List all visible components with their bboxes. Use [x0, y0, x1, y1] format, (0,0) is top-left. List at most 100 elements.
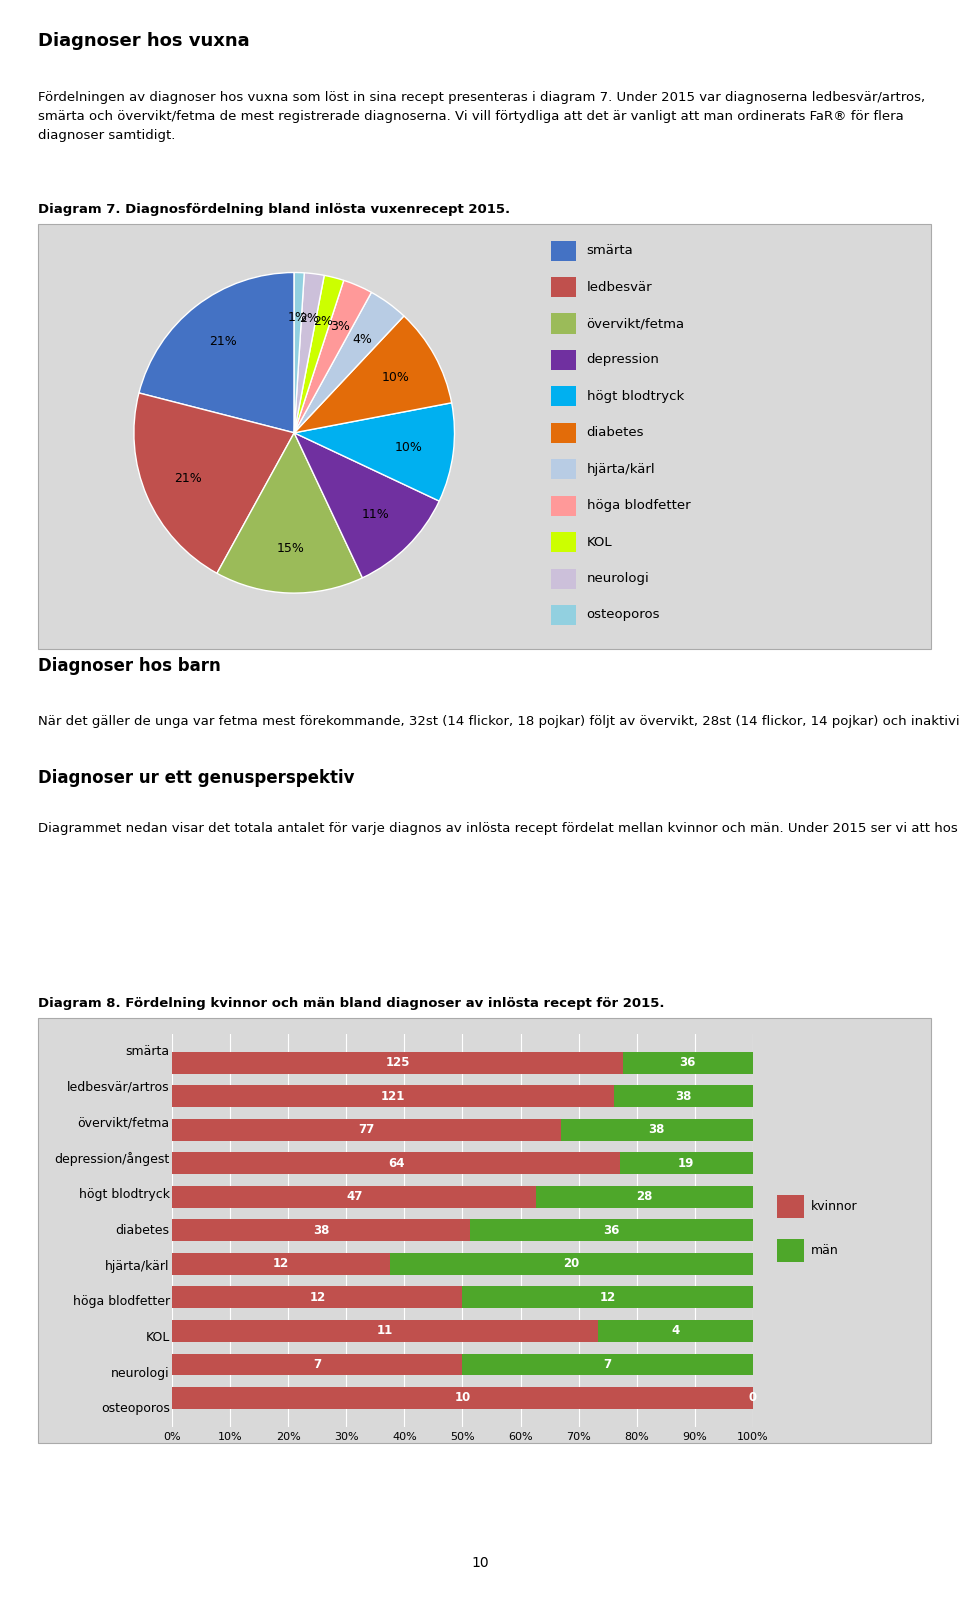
- Bar: [623, 1052, 753, 1074]
- Wedge shape: [294, 316, 451, 433]
- Text: övervikt/fetma: övervikt/fetma: [78, 1117, 170, 1130]
- Text: 7: 7: [313, 1358, 322, 1371]
- Text: 11%: 11%: [362, 508, 390, 521]
- Wedge shape: [139, 273, 294, 433]
- Text: 10: 10: [454, 1391, 470, 1404]
- Bar: [173, 1085, 614, 1108]
- Wedge shape: [294, 276, 344, 433]
- Text: 20: 20: [564, 1257, 580, 1270]
- Text: övervikt/fetma: övervikt/fetma: [587, 317, 684, 330]
- Text: 10%: 10%: [381, 370, 409, 383]
- Bar: [463, 1287, 753, 1308]
- Text: 38: 38: [649, 1124, 665, 1137]
- Text: neurologi: neurologi: [587, 572, 649, 585]
- Bar: [173, 1254, 390, 1274]
- Bar: [551, 458, 576, 479]
- Text: osteoporos: osteoporos: [101, 1403, 170, 1415]
- Bar: [778, 1194, 804, 1218]
- Text: depression: depression: [587, 353, 660, 367]
- Text: 19: 19: [678, 1157, 694, 1170]
- Text: smärta: smärta: [587, 244, 634, 256]
- Bar: [463, 1353, 753, 1375]
- Text: ledbesvär/artros: ledbesvär/artros: [67, 1080, 170, 1093]
- Text: 4: 4: [671, 1324, 680, 1337]
- Text: män: män: [810, 1244, 838, 1257]
- Text: neurologi: neurologi: [111, 1367, 170, 1380]
- Text: högt blodtryck: högt blodtryck: [79, 1188, 170, 1201]
- Bar: [551, 423, 576, 442]
- Text: 38: 38: [313, 1223, 329, 1238]
- Text: 38: 38: [675, 1090, 691, 1103]
- Text: smärta: smärta: [126, 1045, 170, 1058]
- Bar: [551, 386, 576, 407]
- Text: 4%: 4%: [352, 333, 372, 346]
- Bar: [551, 604, 576, 625]
- Text: 21%: 21%: [209, 335, 237, 348]
- Bar: [173, 1319, 598, 1342]
- Wedge shape: [294, 292, 404, 433]
- Text: 36: 36: [680, 1056, 696, 1069]
- Text: Diagnoser hos vuxna: Diagnoser hos vuxna: [38, 32, 250, 50]
- Text: 36: 36: [603, 1223, 619, 1238]
- Text: KOL: KOL: [145, 1330, 170, 1343]
- Bar: [173, 1186, 536, 1207]
- Bar: [620, 1153, 753, 1173]
- Text: 21%: 21%: [175, 473, 203, 486]
- Bar: [551, 532, 576, 551]
- Bar: [551, 349, 576, 370]
- Wedge shape: [294, 433, 440, 577]
- Text: diabetes: diabetes: [115, 1223, 170, 1238]
- Text: 2%: 2%: [313, 314, 333, 327]
- Text: Diagrammet nedan visar det totala antalet för varje diagnos av inlösta recept fö: Diagrammet nedan visar det totala antale…: [38, 822, 960, 835]
- Text: höga blodfetter: höga blodfetter: [587, 499, 690, 513]
- Text: hjärta/kärl: hjärta/kärl: [106, 1260, 170, 1273]
- Text: ledbesvär: ledbesvär: [587, 281, 652, 293]
- Bar: [173, 1353, 463, 1375]
- Text: 0: 0: [749, 1391, 756, 1404]
- Text: 77: 77: [358, 1124, 374, 1137]
- Text: hjärta/kärl: hjärta/kärl: [587, 463, 656, 476]
- Bar: [173, 1153, 620, 1173]
- Bar: [173, 1119, 561, 1141]
- Text: osteoporos: osteoporos: [587, 609, 660, 622]
- Text: 125: 125: [385, 1056, 410, 1069]
- Bar: [173, 1387, 753, 1409]
- Bar: [173, 1220, 470, 1241]
- Text: 11: 11: [377, 1324, 394, 1337]
- Text: 10%: 10%: [395, 441, 422, 454]
- Text: KOL: KOL: [587, 535, 612, 548]
- Bar: [551, 240, 576, 261]
- Text: Diagram 8. Fördelning kvinnor och män bland diagnoser av inlösta recept för 2015: Diagram 8. Fördelning kvinnor och män bl…: [38, 997, 665, 1010]
- Bar: [551, 277, 576, 297]
- Bar: [551, 569, 576, 588]
- Wedge shape: [294, 402, 454, 502]
- Bar: [598, 1319, 753, 1342]
- Text: 121: 121: [381, 1090, 405, 1103]
- Text: Fördelningen av diagnoser hos vuxna som löst in sina recept presenteras i diagra: Fördelningen av diagnoser hos vuxna som …: [38, 91, 925, 143]
- Text: Diagnoser ur ett genusperspektiv: Diagnoser ur ett genusperspektiv: [38, 769, 355, 787]
- Text: Diagram 7. Diagnosfördelning bland inlösta vuxenrecept 2015.: Diagram 7. Diagnosfördelning bland inlös…: [38, 204, 511, 216]
- Bar: [173, 1287, 463, 1308]
- Text: diabetes: diabetes: [587, 426, 644, 439]
- Wedge shape: [217, 433, 363, 593]
- Text: 3%: 3%: [330, 321, 350, 333]
- Text: 12: 12: [309, 1290, 325, 1303]
- Text: 2%: 2%: [299, 313, 319, 325]
- Text: Diagnoser hos barn: Diagnoser hos barn: [38, 657, 221, 675]
- Text: 12: 12: [273, 1257, 289, 1270]
- Bar: [536, 1186, 753, 1207]
- Text: 1%: 1%: [288, 311, 308, 324]
- Bar: [561, 1119, 753, 1141]
- Wedge shape: [294, 273, 324, 433]
- Text: 28: 28: [636, 1191, 653, 1204]
- Wedge shape: [133, 393, 294, 574]
- Text: 10: 10: [471, 1557, 489, 1569]
- Bar: [551, 495, 576, 516]
- Text: När det gäller de unga var fetma mest förekommande, 32st (14 flickor, 18 pojkar): När det gäller de unga var fetma mest fö…: [38, 715, 960, 728]
- Bar: [390, 1254, 753, 1274]
- Text: 64: 64: [388, 1157, 404, 1170]
- Text: höga blodfetter: höga blodfetter: [73, 1295, 170, 1308]
- Bar: [614, 1085, 753, 1108]
- Text: depression/ångest: depression/ångest: [55, 1153, 170, 1165]
- Text: 47: 47: [346, 1191, 362, 1204]
